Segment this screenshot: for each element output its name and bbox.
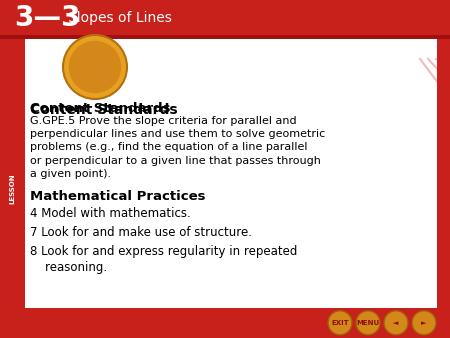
Circle shape (328, 311, 352, 335)
FancyBboxPatch shape (437, 39, 450, 338)
Circle shape (356, 311, 380, 335)
Text: 3—3: 3—3 (14, 4, 81, 32)
FancyBboxPatch shape (0, 0, 450, 39)
Text: 8 Look for and express regularity in repeated
    reasoning.: 8 Look for and express regularity in rep… (30, 245, 297, 274)
Text: Mathematical Practices: Mathematical Practices (30, 190, 206, 203)
FancyBboxPatch shape (0, 39, 25, 338)
Circle shape (63, 35, 127, 99)
Text: EXIT: EXIT (331, 320, 349, 326)
Circle shape (412, 311, 436, 335)
Circle shape (69, 41, 121, 93)
Text: 4 Model with mathematics.: 4 Model with mathematics. (30, 207, 191, 220)
Text: Content Standards: Content Standards (30, 103, 178, 117)
Text: LESSON: LESSON (9, 173, 15, 204)
Text: MENU: MENU (356, 320, 379, 326)
Text: 7 Look for and make use of structure.: 7 Look for and make use of structure. (30, 226, 252, 239)
Text: ◄: ◄ (393, 320, 399, 326)
Text: G.GPE.5 Prove the slope criteria for parallel and
perpendicular lines and use th: G.GPE.5 Prove the slope criteria for par… (30, 116, 325, 179)
Text: Content Standards: Content Standards (30, 102, 171, 115)
FancyBboxPatch shape (0, 35, 450, 39)
FancyBboxPatch shape (0, 308, 450, 338)
Text: ►: ► (421, 320, 427, 326)
Circle shape (384, 311, 408, 335)
Text: Slopes of Lines: Slopes of Lines (68, 11, 172, 25)
